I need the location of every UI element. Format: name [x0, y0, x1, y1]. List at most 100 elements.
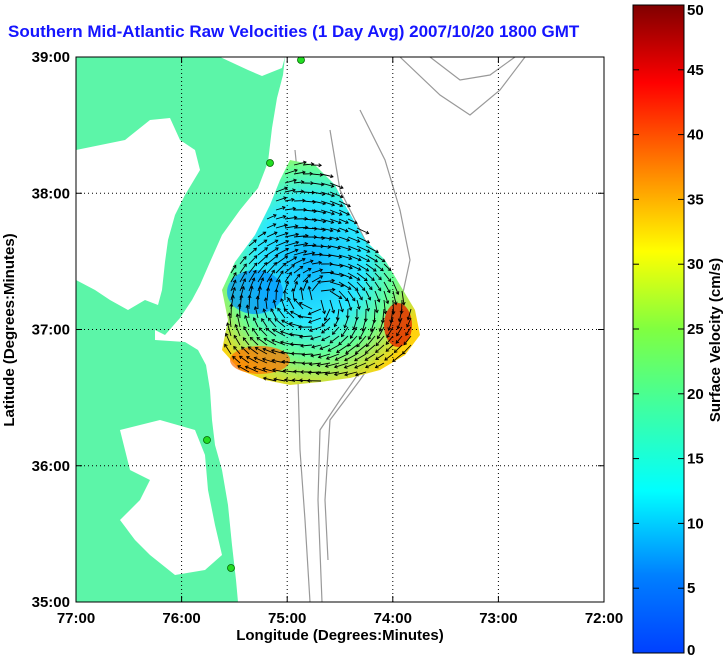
velocity-vector-head — [301, 257, 306, 262]
velocity-vector-head — [324, 364, 329, 368]
velocity-vector — [329, 227, 341, 232]
velocity-vector — [375, 344, 385, 353]
velocity-vector-head — [242, 278, 247, 282]
velocity-vector-head — [300, 343, 304, 348]
velocity-vector-head — [325, 356, 330, 360]
velocity-vector — [321, 335, 331, 341]
velocity-vector — [384, 353, 394, 361]
velocity-vector-head — [247, 294, 252, 299]
velocity-vector-head — [375, 356, 379, 361]
velocity-vector — [336, 308, 340, 321]
velocity-vector-head — [365, 267, 370, 272]
velocity-vector-head — [366, 307, 370, 312]
velocity-vector-head — [253, 239, 257, 243]
velocity-vector-head — [307, 370, 312, 375]
velocity-vector-head — [357, 248, 362, 252]
velocity-vector — [344, 353, 358, 361]
velocity-vector-head — [345, 350, 349, 354]
velocity-vector-head — [324, 371, 329, 376]
y-tick-label: 38:00 — [32, 185, 70, 202]
velocity-vector-head — [361, 287, 366, 291]
velocity-vector — [293, 258, 306, 265]
velocity-vector — [338, 272, 353, 279]
velocity-vector — [311, 269, 323, 274]
velocity-vector-head — [252, 366, 257, 371]
velocity-vector — [325, 362, 340, 367]
velocity-vector-head — [344, 228, 349, 233]
velocity-vector-head — [298, 334, 303, 339]
velocity-vector — [230, 265, 237, 274]
colorbar-tick-label: 40 — [687, 127, 704, 144]
velocity-vector-head — [288, 321, 293, 326]
velocity-vector — [334, 362, 349, 368]
velocity-vector — [356, 281, 366, 291]
velocity-vector — [293, 226, 308, 229]
velocity-vector-head — [396, 325, 401, 330]
velocity-vector-head — [293, 256, 298, 260]
velocity-vector-head — [319, 275, 324, 279]
velocity-vector-head — [364, 364, 369, 369]
velocity-vector-head — [224, 332, 229, 337]
velocity-vector — [365, 245, 379, 253]
velocity-vector — [347, 272, 360, 281]
velocity-vector — [347, 254, 362, 261]
velocity-vector — [239, 278, 246, 292]
velocity-vector-head — [367, 336, 372, 341]
velocity-vector — [338, 200, 351, 207]
velocity-vector — [302, 218, 317, 221]
velocity-vector — [338, 263, 353, 269]
velocity-vector — [345, 344, 358, 354]
velocity-vector-head — [337, 245, 341, 250]
velocity-vector-head — [354, 365, 358, 369]
velocity-vector-head — [303, 160, 307, 165]
velocity-vector — [275, 255, 288, 265]
velocity-vector-head — [339, 203, 344, 208]
velocity-vector — [248, 262, 258, 274]
velocity-vector — [356, 227, 369, 234]
velocity-vector-head — [235, 313, 240, 318]
velocity-vector-head — [356, 343, 360, 348]
velocity-vector — [277, 308, 286, 319]
velocity-vector — [308, 308, 322, 315]
velocity-vector — [270, 308, 277, 319]
velocity-vector-head — [375, 349, 379, 354]
velocity-vector — [300, 287, 304, 301]
velocity-vector — [344, 371, 358, 376]
velocity-vector-head — [345, 220, 349, 224]
velocity-vector — [402, 344, 412, 355]
velocity-vector-head — [338, 295, 343, 300]
velocity-vector-head — [234, 323, 239, 328]
velocity-vector-head — [346, 212, 350, 216]
velocity-vector — [233, 335, 241, 346]
velocity-vector-head — [318, 163, 323, 168]
velocity-vector — [266, 262, 277, 274]
velocity-vector-head — [298, 378, 303, 383]
velocity-vector-head — [288, 332, 293, 337]
velocity-vector — [226, 322, 232, 337]
velocity-vector-head — [307, 285, 312, 290]
y-tick-label: 35:00 — [32, 594, 70, 611]
velocity-vector — [375, 353, 385, 360]
velocity-vector-head — [290, 351, 295, 356]
velocity-vector-head — [292, 188, 296, 193]
velocity-vector-head — [368, 286, 373, 291]
velocity-vector — [248, 346, 259, 355]
velocity-vector — [302, 200, 316, 203]
velocity-vector-head — [262, 367, 266, 372]
velocity-vector-head — [302, 170, 306, 175]
velocity-vector — [225, 333, 232, 346]
velocity-vector — [398, 308, 403, 322]
x-tick-label: 76:00 — [162, 610, 200, 627]
velocity-vector — [257, 262, 268, 274]
velocity-vector — [245, 365, 259, 373]
velocity-vector-head — [274, 254, 279, 259]
velocity-vector — [338, 236, 350, 242]
velocity-vector — [302, 279, 308, 292]
velocity-vector — [347, 281, 359, 291]
velocity-vector — [347, 245, 361, 252]
velocity-vector-head — [224, 343, 228, 348]
velocity-vector-head — [308, 362, 313, 367]
velocity-vector-head — [366, 258, 371, 262]
velocity-vector-head — [321, 337, 325, 342]
velocity-vector — [266, 270, 275, 283]
